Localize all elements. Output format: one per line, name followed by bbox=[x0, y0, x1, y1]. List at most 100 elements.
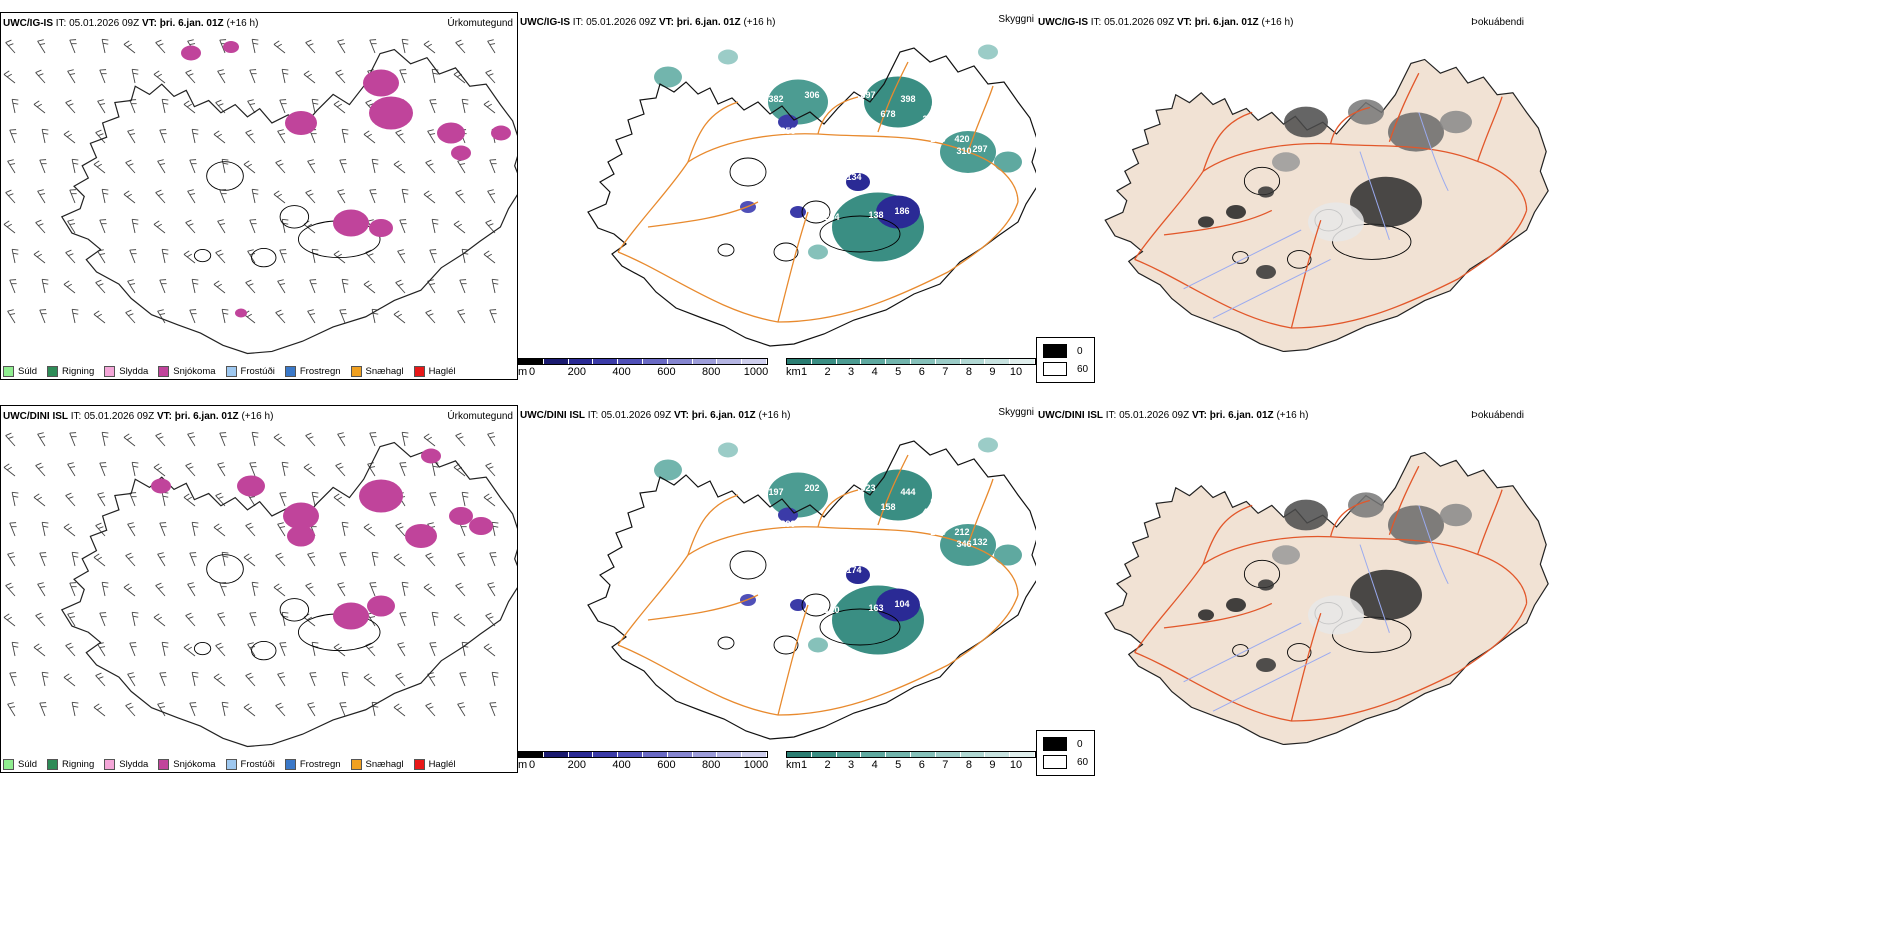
wind-barb bbox=[281, 218, 289, 234]
legend-label: Haglél bbox=[428, 759, 456, 770]
low-visibility-area bbox=[864, 76, 932, 128]
road-network bbox=[1134, 465, 1528, 722]
panel-title: Úrkomutegund bbox=[447, 18, 513, 29]
wind-barb bbox=[339, 309, 347, 324]
wind-barb bbox=[185, 69, 196, 84]
colorbar-cell bbox=[742, 752, 767, 757]
cloud-base-label: 186 bbox=[894, 206, 909, 216]
wind-barb bbox=[215, 492, 226, 507]
wind-barb bbox=[303, 70, 316, 84]
river bbox=[1212, 651, 1331, 712]
wind-barb bbox=[489, 159, 497, 174]
legend-label: Slydda bbox=[119, 759, 149, 770]
cloud-base-label: 996 bbox=[930, 497, 945, 507]
wind-barb bbox=[187, 582, 196, 597]
snow-area bbox=[223, 41, 239, 53]
legend-label: Snæhagl bbox=[365, 366, 404, 377]
wind-barb bbox=[309, 672, 317, 687]
colorbar-cell bbox=[1010, 359, 1035, 364]
road bbox=[617, 594, 1019, 716]
snow-area bbox=[449, 507, 473, 525]
iceland-coastline bbox=[60, 48, 517, 355]
wind-barb bbox=[337, 189, 346, 204]
colorbar-cell bbox=[787, 752, 812, 757]
wind-barb bbox=[7, 702, 16, 717]
legend-item: Haglél bbox=[413, 366, 456, 377]
cloud-base-label: 382 bbox=[768, 94, 783, 104]
wind-barb bbox=[245, 522, 256, 537]
colorbar-cell bbox=[861, 752, 887, 757]
wind-barb bbox=[369, 582, 377, 597]
wind-barb bbox=[245, 672, 256, 687]
colorbar-unit: m bbox=[518, 366, 528, 378]
legend-item: Snæhagl bbox=[350, 366, 404, 377]
fog-map bbox=[1104, 451, 1549, 745]
wind-barb bbox=[93, 553, 106, 567]
colorbar-strip bbox=[518, 751, 768, 758]
colorbar-ticks: m 0 200 400 600 800 1000 bbox=[518, 365, 768, 379]
fog-index-area bbox=[1258, 579, 1274, 591]
cloud-base-label: 126 bbox=[804, 154, 819, 164]
panel-title: Þokuábendi bbox=[1471, 410, 1524, 421]
road bbox=[1202, 111, 1253, 172]
cloud-base-area bbox=[846, 566, 870, 584]
fog-index-area bbox=[1284, 499, 1328, 531]
wind-barb bbox=[33, 643, 46, 657]
wind-barb bbox=[155, 39, 166, 54]
glacier-outline bbox=[729, 157, 767, 187]
low-visibility-area bbox=[808, 637, 828, 653]
low-visibility-area bbox=[718, 49, 738, 65]
snow-area bbox=[333, 602, 369, 630]
wind-barb bbox=[401, 581, 409, 597]
fog-shading bbox=[1198, 99, 1472, 279]
colorbar-tick-label: 0 bbox=[528, 366, 536, 378]
legend-swatch bbox=[225, 366, 237, 377]
wind-barb bbox=[369, 39, 377, 54]
colorbar-cell bbox=[568, 752, 594, 757]
river-network bbox=[1183, 112, 1449, 319]
low-visibility-area bbox=[978, 44, 998, 60]
wind-barb bbox=[281, 68, 289, 84]
road bbox=[1163, 209, 1273, 236]
wind-barb bbox=[33, 493, 46, 507]
wind-barb bbox=[99, 219, 107, 234]
fog-legend-swatch bbox=[1043, 755, 1067, 769]
cloud-base-label: 435 bbox=[922, 507, 937, 517]
colorbar-ticks: km 1 2 3 4 5 6 7 8 9 10 bbox=[786, 365, 1036, 379]
fog-index-area bbox=[1226, 205, 1246, 219]
wind-barb bbox=[153, 613, 166, 627]
wind-barb bbox=[39, 309, 47, 324]
wind-barb bbox=[483, 493, 496, 507]
wind-barb bbox=[275, 159, 286, 174]
wind-barb bbox=[191, 671, 199, 687]
wind-barb bbox=[243, 703, 256, 717]
wind-barb bbox=[249, 69, 257, 84]
wind-barb bbox=[431, 611, 439, 627]
wind-barb bbox=[41, 278, 49, 294]
wind-barb bbox=[39, 159, 47, 174]
fog-index-area bbox=[1388, 505, 1444, 545]
wind-barb bbox=[41, 128, 49, 144]
wind-barb bbox=[279, 99, 287, 114]
snow-area bbox=[363, 69, 399, 97]
road bbox=[1388, 465, 1420, 536]
wind-barb bbox=[63, 280, 76, 294]
wind-barb bbox=[307, 552, 316, 567]
river bbox=[1359, 544, 1390, 633]
road bbox=[1134, 142, 1528, 260]
legend-swatch bbox=[350, 759, 362, 770]
cloud-base-label: 297 bbox=[972, 144, 987, 154]
wind-barb bbox=[401, 188, 409, 204]
road bbox=[1134, 535, 1528, 653]
wind-barb bbox=[41, 671, 49, 687]
cloud-base-label: 212 bbox=[954, 527, 969, 537]
panel-title: Úrkomutegund bbox=[447, 411, 513, 422]
colorbar-cell bbox=[910, 752, 936, 757]
road bbox=[617, 133, 1019, 253]
wind-barb bbox=[217, 69, 226, 84]
wind-barb bbox=[395, 672, 406, 687]
colorbar-strip bbox=[786, 751, 1036, 758]
river bbox=[1418, 112, 1449, 192]
wind-barb bbox=[213, 523, 226, 537]
cloud-base-label: 346 bbox=[956, 539, 971, 549]
